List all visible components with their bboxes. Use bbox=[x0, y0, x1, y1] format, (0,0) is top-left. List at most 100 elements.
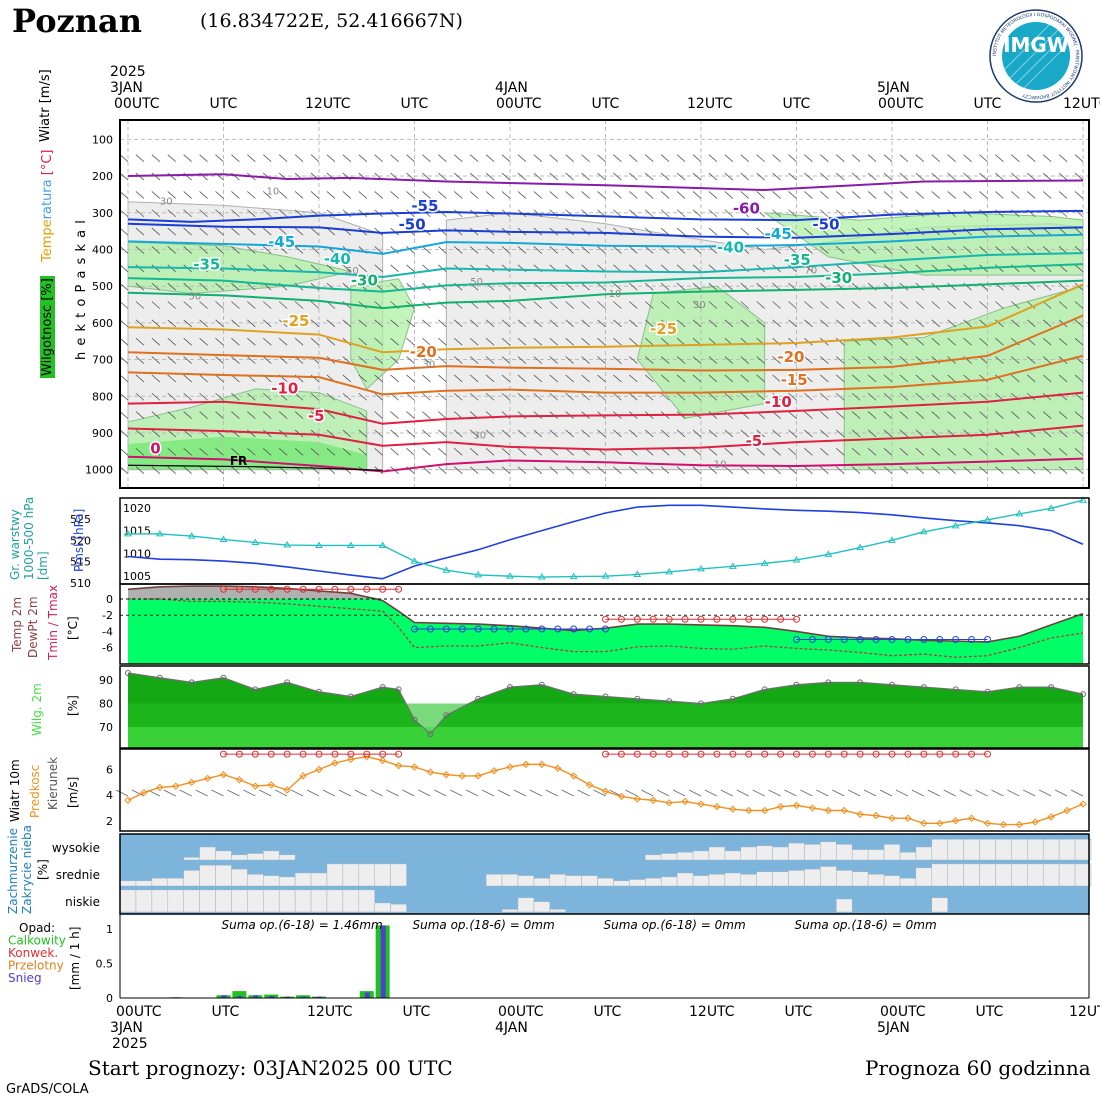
humidity-marker bbox=[379, 684, 386, 691]
wind-barb bbox=[549, 466, 559, 474]
wind-barb bbox=[310, 392, 320, 401]
wind-barb bbox=[215, 319, 224, 328]
wind-barb bbox=[979, 246, 988, 254]
pmsl-tick-label: 1020 bbox=[123, 502, 151, 515]
cloud-cover-label: Zakrycie nieba bbox=[20, 825, 34, 914]
wind-barb bbox=[533, 172, 543, 181]
wind-barb bbox=[438, 429, 447, 438]
humidity-contour-label: 70 bbox=[804, 265, 817, 276]
humidity-axis-label: Wilgotnosc [%] bbox=[40, 276, 55, 378]
wind-barb bbox=[931, 466, 941, 474]
wind-barb bbox=[215, 154, 224, 163]
precip-sum-label: Suma op.(6-18) = 0mm bbox=[604, 918, 746, 932]
wind-barb bbox=[167, 282, 177, 291]
cloud-bar-high bbox=[660, 853, 678, 861]
wind-barb bbox=[597, 429, 606, 438]
tmin-tmax-marker bbox=[808, 636, 816, 643]
humidity-contour-label: 10 bbox=[266, 186, 279, 197]
cloud-bar-high bbox=[692, 850, 710, 861]
humidity-marker bbox=[443, 712, 450, 719]
wind-barb bbox=[788, 301, 797, 309]
thickness-marker bbox=[697, 564, 705, 572]
wind-barb bbox=[119, 392, 129, 401]
wind-barb bbox=[915, 191, 925, 199]
thickness-marker bbox=[665, 567, 674, 575]
wind-barb bbox=[899, 392, 909, 401]
wind-barb bbox=[835, 264, 845, 273]
wind-barb bbox=[629, 301, 638, 309]
wind-barb bbox=[613, 191, 622, 199]
wind-barb bbox=[390, 282, 399, 291]
wind-barb bbox=[517, 447, 527, 456]
wind-barb bbox=[644, 154, 654, 163]
cloud-bar-high bbox=[804, 844, 821, 861]
wind-barb bbox=[402, 789, 415, 797]
tmin-tmax-marker bbox=[220, 585, 227, 593]
wind-barb bbox=[820, 429, 829, 438]
wind-barb bbox=[294, 337, 304, 346]
tmin-tmax-marker bbox=[777, 615, 785, 623]
wind-barb bbox=[294, 411, 304, 419]
wind-barb bbox=[215, 191, 224, 199]
wind-barb bbox=[660, 227, 670, 236]
wind-barb bbox=[501, 301, 511, 309]
wind-barb bbox=[772, 191, 781, 199]
pressure-tick-label: 800 bbox=[92, 390, 113, 403]
cloud-bar-mid bbox=[358, 863, 375, 887]
tmin-tmax-marker bbox=[570, 625, 578, 633]
wind-barb bbox=[708, 209, 718, 218]
wind-barb bbox=[533, 246, 543, 254]
wind-barb bbox=[899, 447, 909, 456]
wind-barb bbox=[851, 227, 861, 236]
cloud-bar-high bbox=[836, 844, 853, 861]
cloud-bar-high bbox=[1042, 838, 1060, 861]
thickness-marker bbox=[506, 572, 514, 579]
wind-barb bbox=[374, 319, 383, 328]
wind-barb bbox=[501, 429, 511, 438]
thickness-marker bbox=[633, 570, 642, 577]
wind-barb bbox=[247, 319, 256, 328]
wind-barb bbox=[644, 374, 654, 383]
humidity-contour-label: 10 bbox=[714, 459, 727, 470]
wind-barb bbox=[756, 209, 765, 218]
wind-speed-marker bbox=[1079, 800, 1087, 808]
tmin-tmax-marker bbox=[554, 625, 562, 633]
wind-barb bbox=[656, 789, 670, 797]
cloud-bar-mid bbox=[995, 863, 1012, 887]
tmin-tmax-marker bbox=[602, 625, 609, 633]
wind-speed-marker bbox=[267, 781, 275, 789]
cloud-bar-mid bbox=[1074, 863, 1092, 887]
cloud-bar-mid bbox=[931, 863, 948, 887]
wind-barb bbox=[469, 319, 479, 328]
cloud-bar-high bbox=[263, 850, 280, 861]
wind-barb bbox=[835, 172, 845, 181]
wind-barb bbox=[788, 374, 797, 383]
wind-barb bbox=[613, 356, 622, 364]
wind-barb bbox=[310, 264, 320, 273]
wind-barb bbox=[247, 227, 256, 236]
thickness-marker bbox=[1047, 504, 1056, 511]
wind-barb bbox=[247, 209, 256, 218]
wind-barb bbox=[469, 466, 479, 474]
cloud-bar-low bbox=[517, 897, 535, 913]
wind-barb bbox=[867, 264, 877, 273]
wind-barb bbox=[215, 356, 224, 364]
wind-barb bbox=[820, 172, 829, 181]
wind-barb bbox=[688, 789, 702, 797]
wind-barb bbox=[915, 429, 925, 438]
humidity-marker bbox=[920, 684, 927, 691]
isotherm-line bbox=[127, 222, 1084, 239]
wind-barb bbox=[581, 301, 590, 309]
humidity-marker bbox=[507, 684, 513, 691]
wind-speed-marker bbox=[1031, 818, 1039, 826]
wind-barb bbox=[326, 466, 336, 474]
cloud-bar-low bbox=[549, 909, 566, 913]
wind-barb bbox=[247, 337, 256, 346]
wind-barb bbox=[485, 319, 495, 328]
wind-barb bbox=[931, 392, 941, 401]
wind-barb bbox=[422, 374, 431, 383]
wind-barb bbox=[851, 447, 861, 456]
wind-barb bbox=[772, 429, 781, 438]
tmin-tmax-marker bbox=[761, 615, 769, 623]
wind-barb bbox=[310, 227, 320, 236]
